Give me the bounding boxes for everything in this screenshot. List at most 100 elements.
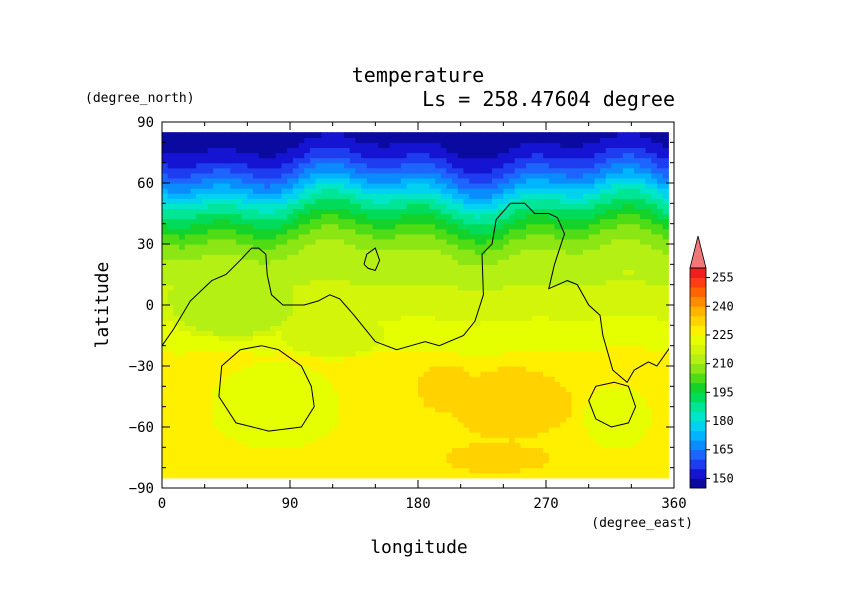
heatmap-cell	[560, 244, 567, 250]
heatmap-cell	[412, 447, 419, 454]
heatmap-cell	[190, 244, 197, 250]
heatmap-cell	[190, 274, 197, 281]
heatmap-cell	[184, 223, 192, 230]
heatmap-cell	[531, 315, 539, 321]
heatmap-cell	[588, 244, 595, 250]
heatmap-cell	[264, 340, 271, 347]
heatmap-cell	[509, 432, 516, 438]
heatmap-cell	[213, 294, 220, 301]
heatmap-cell	[281, 325, 288, 332]
heatmap-cell	[645, 462, 652, 469]
heatmap-cell	[378, 315, 385, 321]
heatmap-cell	[162, 360, 169, 367]
heatmap-cell	[662, 437, 669, 443]
heatmap-cell	[281, 340, 288, 347]
heatmap-cell	[526, 274, 533, 281]
heatmap-cell	[235, 310, 243, 316]
heatmap-cell	[173, 310, 180, 316]
heatmap-cell	[656, 259, 664, 265]
heatmap-cell	[423, 396, 430, 403]
heatmap-cell	[344, 330, 351, 337]
heatmap-cell	[366, 284, 374, 291]
heatmap-cell	[241, 411, 248, 418]
heatmap-cell	[258, 289, 265, 296]
heatmap-cell	[531, 421, 539, 428]
heatmap-cell	[173, 411, 180, 418]
heatmap-cell	[526, 310, 533, 316]
heatmap-cell	[594, 213, 601, 220]
heatmap-cell	[179, 254, 186, 260]
heatmap-cell	[321, 299, 328, 306]
heatmap-cell	[241, 325, 248, 332]
heatmap-cell	[224, 350, 231, 357]
heatmap-cell	[326, 320, 334, 326]
heatmap-cell	[338, 193, 345, 199]
heatmap-cell	[349, 462, 357, 469]
heatmap-cell	[264, 401, 271, 408]
heatmap-cell	[213, 381, 220, 387]
heatmap-cell	[435, 340, 442, 347]
heatmap-cell	[423, 421, 430, 428]
heatmap-cell	[594, 340, 601, 347]
heatmap-cell	[173, 376, 180, 382]
heatmap-cell	[435, 289, 442, 296]
heatmap-cell	[406, 452, 413, 459]
heatmap-cell	[594, 315, 601, 321]
heatmap-cell	[571, 340, 578, 347]
heatmap-cell	[514, 462, 521, 469]
heatmap-cell	[582, 416, 590, 423]
heatmap-cell	[281, 269, 288, 276]
heatmap-cell	[526, 345, 533, 352]
heatmap-cell	[338, 411, 345, 418]
heatmap-cell	[548, 269, 556, 276]
heatmap-cell	[491, 335, 499, 342]
heatmap-cell	[474, 269, 482, 276]
heatmap-cell	[224, 284, 231, 291]
heatmap-cell	[247, 264, 254, 271]
heatmap-cell	[184, 457, 192, 464]
heatmap-cell	[338, 228, 345, 235]
heatmap-cell	[452, 198, 459, 204]
heatmap-cell	[503, 254, 510, 260]
heatmap-cell	[491, 345, 499, 352]
heatmap-cell	[332, 360, 339, 367]
heatmap-cell	[361, 315, 368, 321]
heatmap-cell	[173, 289, 180, 296]
heatmap-cell	[184, 371, 192, 377]
heatmap-cell	[173, 452, 180, 459]
heatmap-cell	[588, 396, 595, 403]
heatmap-cell	[196, 188, 203, 194]
heatmap-cell	[622, 310, 630, 316]
heatmap-cell	[429, 376, 436, 382]
heatmap-cell	[429, 335, 436, 342]
heatmap-cell	[395, 249, 402, 255]
heatmap-cell	[480, 437, 487, 443]
heatmap-cell	[526, 355, 533, 362]
heatmap-cell	[207, 447, 214, 454]
heatmap-cell	[230, 289, 237, 296]
heatmap-cell	[361, 467, 368, 474]
chart-subtitle: Ls = 258.47604 degree	[422, 87, 675, 111]
heatmap-cell	[526, 264, 533, 271]
heatmap-cell	[264, 305, 271, 311]
heatmap-cell	[611, 284, 618, 291]
heatmap-cell	[480, 213, 487, 220]
heatmap-cell	[344, 269, 351, 276]
heatmap-cell	[213, 274, 220, 281]
heatmap-cell	[509, 421, 516, 428]
heatmap-cell	[571, 381, 578, 387]
heatmap-cell	[491, 289, 499, 296]
heatmap-cell	[497, 437, 504, 443]
heatmap-cell	[344, 391, 351, 398]
heatmap-cell	[526, 279, 533, 286]
heatmap-cell	[446, 381, 453, 387]
heatmap-cell	[184, 452, 192, 459]
heatmap-cell	[218, 233, 226, 240]
heatmap-cell	[258, 254, 265, 260]
heatmap-cell	[435, 244, 442, 250]
heatmap-cell	[600, 254, 607, 260]
heatmap-cell	[605, 218, 613, 225]
heatmap-cell	[201, 320, 209, 326]
heatmap-cell	[224, 289, 231, 296]
heatmap-cell	[361, 360, 368, 367]
